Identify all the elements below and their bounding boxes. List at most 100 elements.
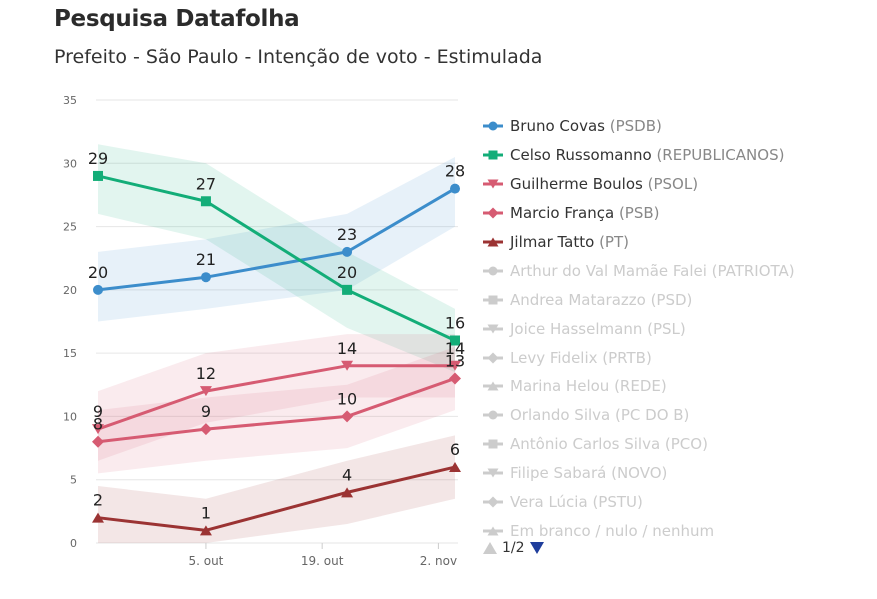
data-point (449, 372, 461, 385)
data-point (200, 272, 211, 283)
legend-item[interactable]: Marina Helou (REDE) (482, 372, 877, 401)
y-tick-label: 25 (63, 221, 77, 234)
legend-party-label: (PSB) (614, 204, 660, 223)
y-tick-label: 10 (63, 410, 77, 423)
legend-series-name: Antônio Carlos Silva (510, 435, 661, 454)
legend-party-label: (PRTB) (597, 348, 652, 367)
legend-item[interactable]: Em branco / nulo / nenhum (482, 516, 877, 545)
data-label: 28 (445, 162, 465, 181)
x-tick-label: 2. nov (420, 554, 457, 568)
data-point (92, 435, 104, 448)
legend-item[interactable]: Arthur do Val Mamãe Falei (PATRIOTA) (482, 256, 877, 285)
legend-party-label: (NOVO) (606, 464, 668, 483)
legend-item[interactable]: Orlando Silva (PC DO B) (482, 401, 877, 430)
legend-symbol-icon (483, 526, 503, 536)
data-point (341, 410, 354, 423)
data-label: 20 (88, 263, 108, 282)
legend-symbol-icon (483, 496, 503, 508)
legend-series-name: Joice Hasselmann (510, 319, 643, 338)
legend-item[interactable]: Vera Lúcia (PSTU) (482, 488, 877, 517)
legend-symbol-icon (483, 207, 503, 219)
legend-party-label: (PSL) (642, 319, 686, 338)
confidence-band (98, 435, 455, 543)
data-label: 12 (196, 364, 216, 383)
legend-symbol-icon (483, 352, 503, 364)
legend-party-label: (REDE) (609, 377, 667, 396)
legend-page-indicator: 1/2 (502, 540, 525, 556)
data-label: 16 (445, 313, 465, 332)
legend-series-name: Vera Lúcia (510, 493, 588, 512)
data-point (449, 360, 461, 371)
x-tick-label: 5. out (188, 554, 223, 568)
data-label: 14 (337, 339, 357, 358)
data-point (199, 386, 212, 397)
data-label: 29 (88, 149, 108, 168)
chart-subtitle: Prefeito - São Paulo - Intenção de voto … (54, 46, 543, 68)
legend-pager: 1/2 (482, 540, 545, 556)
legend-symbol-icon (483, 179, 503, 189)
data-label: 13 (445, 351, 465, 370)
confidence-band (98, 346, 455, 474)
data-point (450, 335, 460, 346)
y-tick-label: 5 (70, 474, 77, 487)
legend-party-label: (REPUBLICANOS) (651, 146, 785, 165)
legend-item[interactable]: Filipe Sabará (NOVO) (482, 459, 877, 488)
legend-symbol-icon (483, 150, 503, 160)
legend-party-label: (PT) (594, 233, 629, 251)
data-label: 9 (93, 402, 103, 421)
data-point (450, 183, 460, 194)
legend-series-name: Jilmar Tatto (510, 233, 595, 251)
legend-item[interactable]: Levy Fidelix (PRTB) (482, 343, 877, 372)
data-label: 14 (445, 339, 465, 358)
legend-item[interactable]: Guilherme Boulos (PSOL) (482, 170, 877, 199)
data-label: 2 (93, 491, 103, 510)
legend-item[interactable]: Celso Russomanno (REPUBLICANOS) (482, 141, 877, 170)
data-point (200, 196, 211, 207)
data-point (342, 284, 353, 295)
legend-symbol-icon (483, 410, 503, 420)
legend-item[interactable]: Joice Hasselmann (PSL) (482, 314, 877, 343)
legend-item[interactable]: Marcio França (PSB) (482, 199, 877, 228)
legend-series-name: Orlando Silva (510, 406, 611, 425)
legend-symbol-icon (483, 439, 503, 449)
data-label: 27 (196, 174, 216, 193)
legend-series-name: Celso Russomanno (510, 146, 652, 165)
data-point (92, 424, 104, 435)
legend-series-name: Arthur do Val Mamãe Falei (510, 261, 707, 280)
page-down-icon[interactable] (529, 541, 545, 555)
legend-item[interactable]: Andrea Matarazzo (PSD) (482, 285, 877, 314)
legend-symbol-icon (483, 381, 503, 391)
data-point (341, 360, 354, 371)
legend-series-name: Andrea Matarazzo (510, 290, 646, 309)
chart-title: Pesquisa Datafolha (54, 6, 300, 32)
series-line (97, 465, 456, 532)
data-point (449, 462, 461, 473)
legend-party-label: (PSD) (645, 290, 693, 309)
data-label: 4 (342, 465, 352, 484)
legend-series-name: Levy Fidelix (510, 348, 598, 367)
chart-legend: Bruno Covas (PSDB) Celso Russomanno (REPU… (482, 112, 877, 545)
legend-symbol-icon (483, 121, 503, 131)
data-point (199, 423, 212, 436)
y-tick-label: 20 (63, 284, 77, 297)
data-label: 10 (337, 389, 357, 408)
y-tick-label: 0 (70, 537, 77, 550)
data-point (93, 284, 103, 295)
data-label: 21 (196, 250, 216, 269)
series-line (97, 377, 456, 444)
legend-party-label: (PSDB) (604, 117, 662, 136)
data-label: 9 (201, 402, 211, 421)
page-up-icon[interactable] (482, 541, 498, 555)
data-label: 8 (93, 415, 103, 434)
data-point (341, 487, 354, 498)
legend-item[interactable]: Jilmar Tatto (PT) (482, 228, 877, 257)
series-line (97, 174, 456, 342)
legend-item[interactable]: Antônio Carlos Silva (PCO) (482, 430, 877, 459)
y-tick-label: 30 (63, 157, 77, 170)
legend-series-name: Filipe Sabará (510, 464, 607, 483)
legend-series-name: Marina Helou (510, 377, 610, 396)
legend-item[interactable]: Bruno Covas (PSDB) (482, 112, 877, 141)
legend-series-name: Guilherme Boulos (510, 175, 643, 194)
legend-party-label: (PSTU) (587, 493, 643, 512)
